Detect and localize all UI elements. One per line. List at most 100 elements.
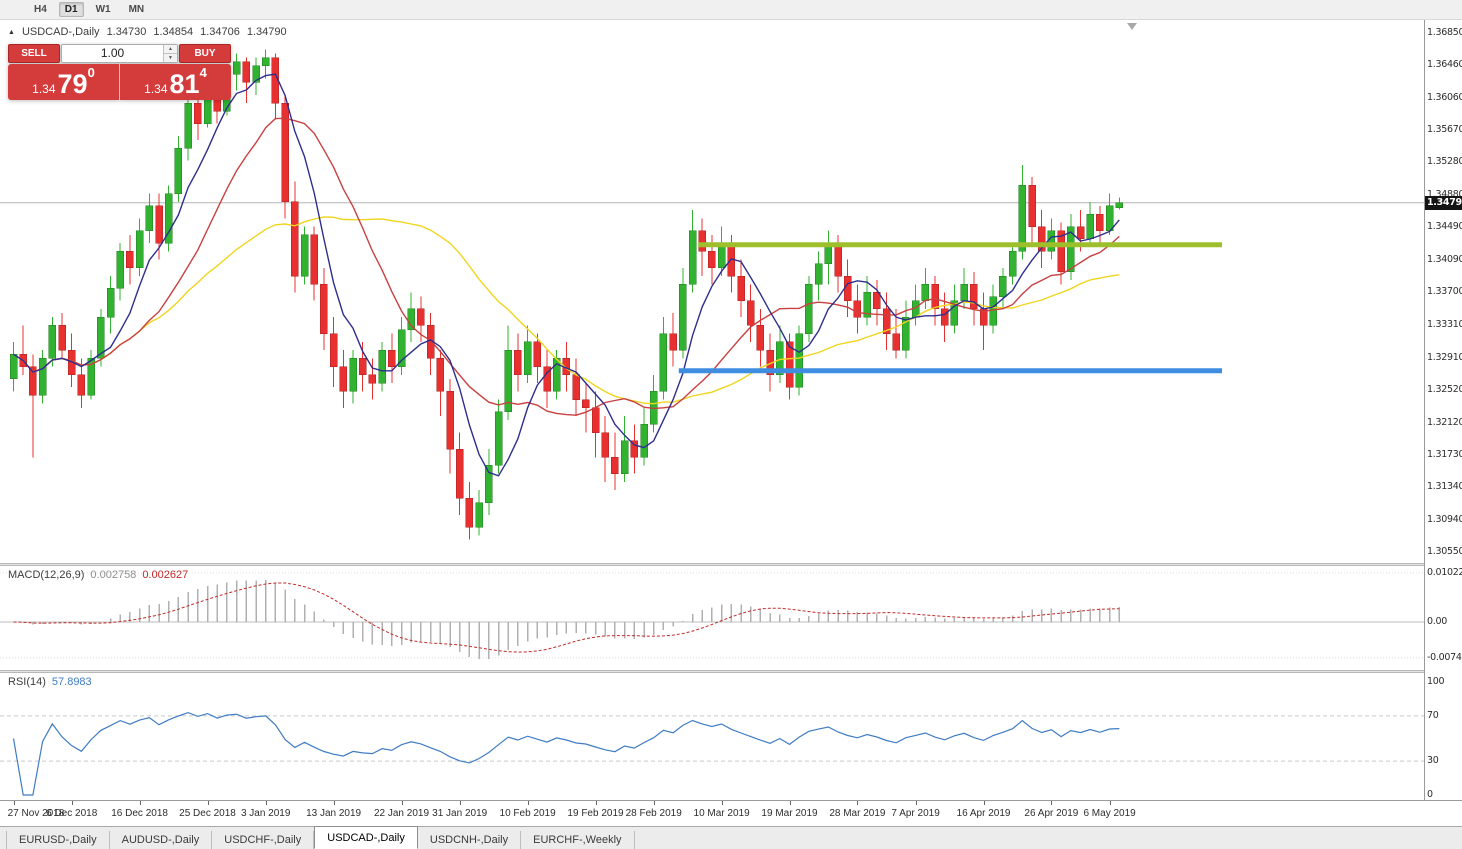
price-axis-label: 1.35670 [1427,124,1462,136]
date-label: 27 Nov 2018 [7,808,65,819]
macd-main-value: 0.002758 [90,569,137,581]
date-label: 3 Jan 2019 [240,808,291,819]
candlestick-series [9,49,1124,540]
sell-button[interactable]: SELL [8,44,60,63]
chart-tab-audusd[interactable]: AUDUSD-,Daily [110,831,213,849]
date-tick [915,801,917,805]
macd-pane: MACD(12,26,9) 0.002758 0.002627 [0,566,1424,670]
timeframe-button-h4[interactable]: H4 [34,4,47,15]
chart-tab-usdcnh[interactable]: USDCNH-,Daily [418,831,522,849]
volume-increase-button[interactable]: ▲ [164,45,177,54]
date-label: 7 Apr 2019 [891,808,940,819]
chart-tab-bar: EURUSD-,Daily AUDUSD-,Daily USDCHF-,Daily U… [0,826,1462,849]
volume-decrease-button[interactable]: ▼ [164,54,177,62]
one-click-toggle-icon[interactable]: ▲ [8,28,15,36]
buy-price-display[interactable]: 1.34 81 4 [120,64,231,100]
macd-axis-label: 0.00 [1427,616,1447,627]
date-tick [207,801,209,805]
price-axis-label: 1.33310 [1427,318,1462,330]
symbol-name: USDCAD-,Daily [21,26,100,38]
chart-tab-usdcad[interactable]: USDCAD-,Daily [314,826,418,849]
buy-button[interactable]: BUY [179,44,231,63]
price-axis-label: 1.33700 [1427,286,1462,298]
timeframe-toolbar: H4 D1 W1 MN [0,0,1462,20]
date-tick [139,801,141,805]
price-axis-label: 1.36460 [1427,59,1462,71]
chart-tab-eurchf[interactable]: EURCHF-,Weekly [521,831,635,849]
date-tick [1051,801,1053,805]
price-axis: 1.36850 1.36460 1.36060 1.35670 1.35280 1.348… [1424,20,1462,800]
price-axis-label: 1.35280 [1427,156,1462,168]
date-tick [653,801,655,805]
rsi-axis-label: 30 [1427,755,1439,767]
rsi-pane: RSI(14) 57.8983 [0,673,1424,800]
date-tick [13,801,15,805]
timeframe-button-d1[interactable]: D1 [58,2,84,17]
date-label: 10 Mar 2019 [693,808,750,819]
ma-medium-red [13,117,1120,416]
macd-axis-label: 0.01022 [1427,566,1462,578]
date-label: 10 Feb 2019 [499,808,556,819]
date-label: 6 Dec 2018 [46,808,98,819]
price-axis-label: 1.32910 [1427,351,1462,363]
sell-price-display[interactable]: 1.34 79 0 [8,64,119,100]
rsi-value: 57.8983 [51,676,92,688]
price-axis-label: 1.32120 [1427,416,1462,428]
macd-axis-label: -0.00747 [1427,651,1462,663]
timeframe-button-w1[interactable]: W1 [95,4,111,15]
ohlc-open: 1.34730 [106,26,147,38]
chart-tab-eurusd[interactable]: EURUSD-,Daily [6,831,110,849]
date-label: 19 Feb 2019 [567,808,624,819]
date-label: 13 Jan 2019 [306,808,362,819]
timeframe-button-mn[interactable]: MN [128,4,145,15]
volume-field[interactable]: 1.00 ▲ ▼ [61,44,178,63]
date-tick [857,801,859,805]
date-label: 28 Mar 2019 [829,808,886,819]
ohlc-low: 1.34706 [200,26,240,38]
rsi-axis-label: 100 [1427,676,1445,687]
current-price-tag: 1.34790 [1425,195,1462,210]
rsi-axis-label: 0 [1427,789,1433,800]
volume-value: 1.00 [100,46,125,60]
one-click-trading-panel: SELL 1.00 ▲ ▼ BUY 1.34 79 0 1.34 81 4 [8,44,231,100]
date-label: 16 Dec 2018 [111,808,168,819]
date-tick [983,801,985,805]
ma-fast-navy [13,73,1120,477]
date-tick [1109,801,1111,805]
price-axis-label: 1.36060 [1427,92,1462,104]
macd-histogram [22,580,1121,660]
macd-label: MACD(12,26,9) 0.002758 0.002627 [8,569,189,581]
date-label: 28 Feb 2019 [625,808,682,819]
chart-title: ▲ USDCAD-,Daily 1.34730 1.34854 1.34706 … [8,26,287,38]
price-axis-label: 1.34090 [1427,254,1462,266]
pane-splitter[interactable] [0,670,1462,673]
date-tick [333,801,335,805]
date-label: 16 Apr 2019 [956,808,1011,819]
date-tick [459,801,461,805]
ohlc-high: 1.34854 [153,26,194,38]
date-tick [721,801,723,805]
date-tick [527,801,529,805]
chart-tab-usdchf[interactable]: USDCHF-,Daily [212,831,315,849]
price-axis-label: 1.31730 [1427,448,1462,460]
date-label: 31 Jan 2019 [432,808,488,819]
date-label: 6 May 2019 [1083,808,1136,819]
pane-splitter[interactable] [0,563,1462,566]
price-axis-label: 1.32520 [1427,383,1462,395]
date-label: 25 Dec 2018 [179,808,236,819]
date-tick [595,801,597,805]
price-axis-label: 1.30550 [1427,545,1462,557]
date-axis: 27 Nov 2018 6 Dec 2018 16 Dec 2018 25 Dec 2… [0,800,1462,826]
macd-signal-line [13,582,1120,653]
date-tick [265,801,267,805]
rsi-label: RSI(14) 57.8983 [8,676,92,688]
rsi-line [12,711,1120,796]
price-pane: ▲ USDCAD-,Daily 1.34730 1.34854 1.34706 … [0,20,1424,563]
price-axis-label: 1.31340 [1427,480,1462,492]
price-axis-label: 1.34880 [1427,189,1462,200]
date-label: 22 Jan 2019 [373,808,430,819]
date-tick [789,801,791,805]
date-tick [71,801,73,805]
macd-signal-value: 0.002627 [142,569,189,581]
